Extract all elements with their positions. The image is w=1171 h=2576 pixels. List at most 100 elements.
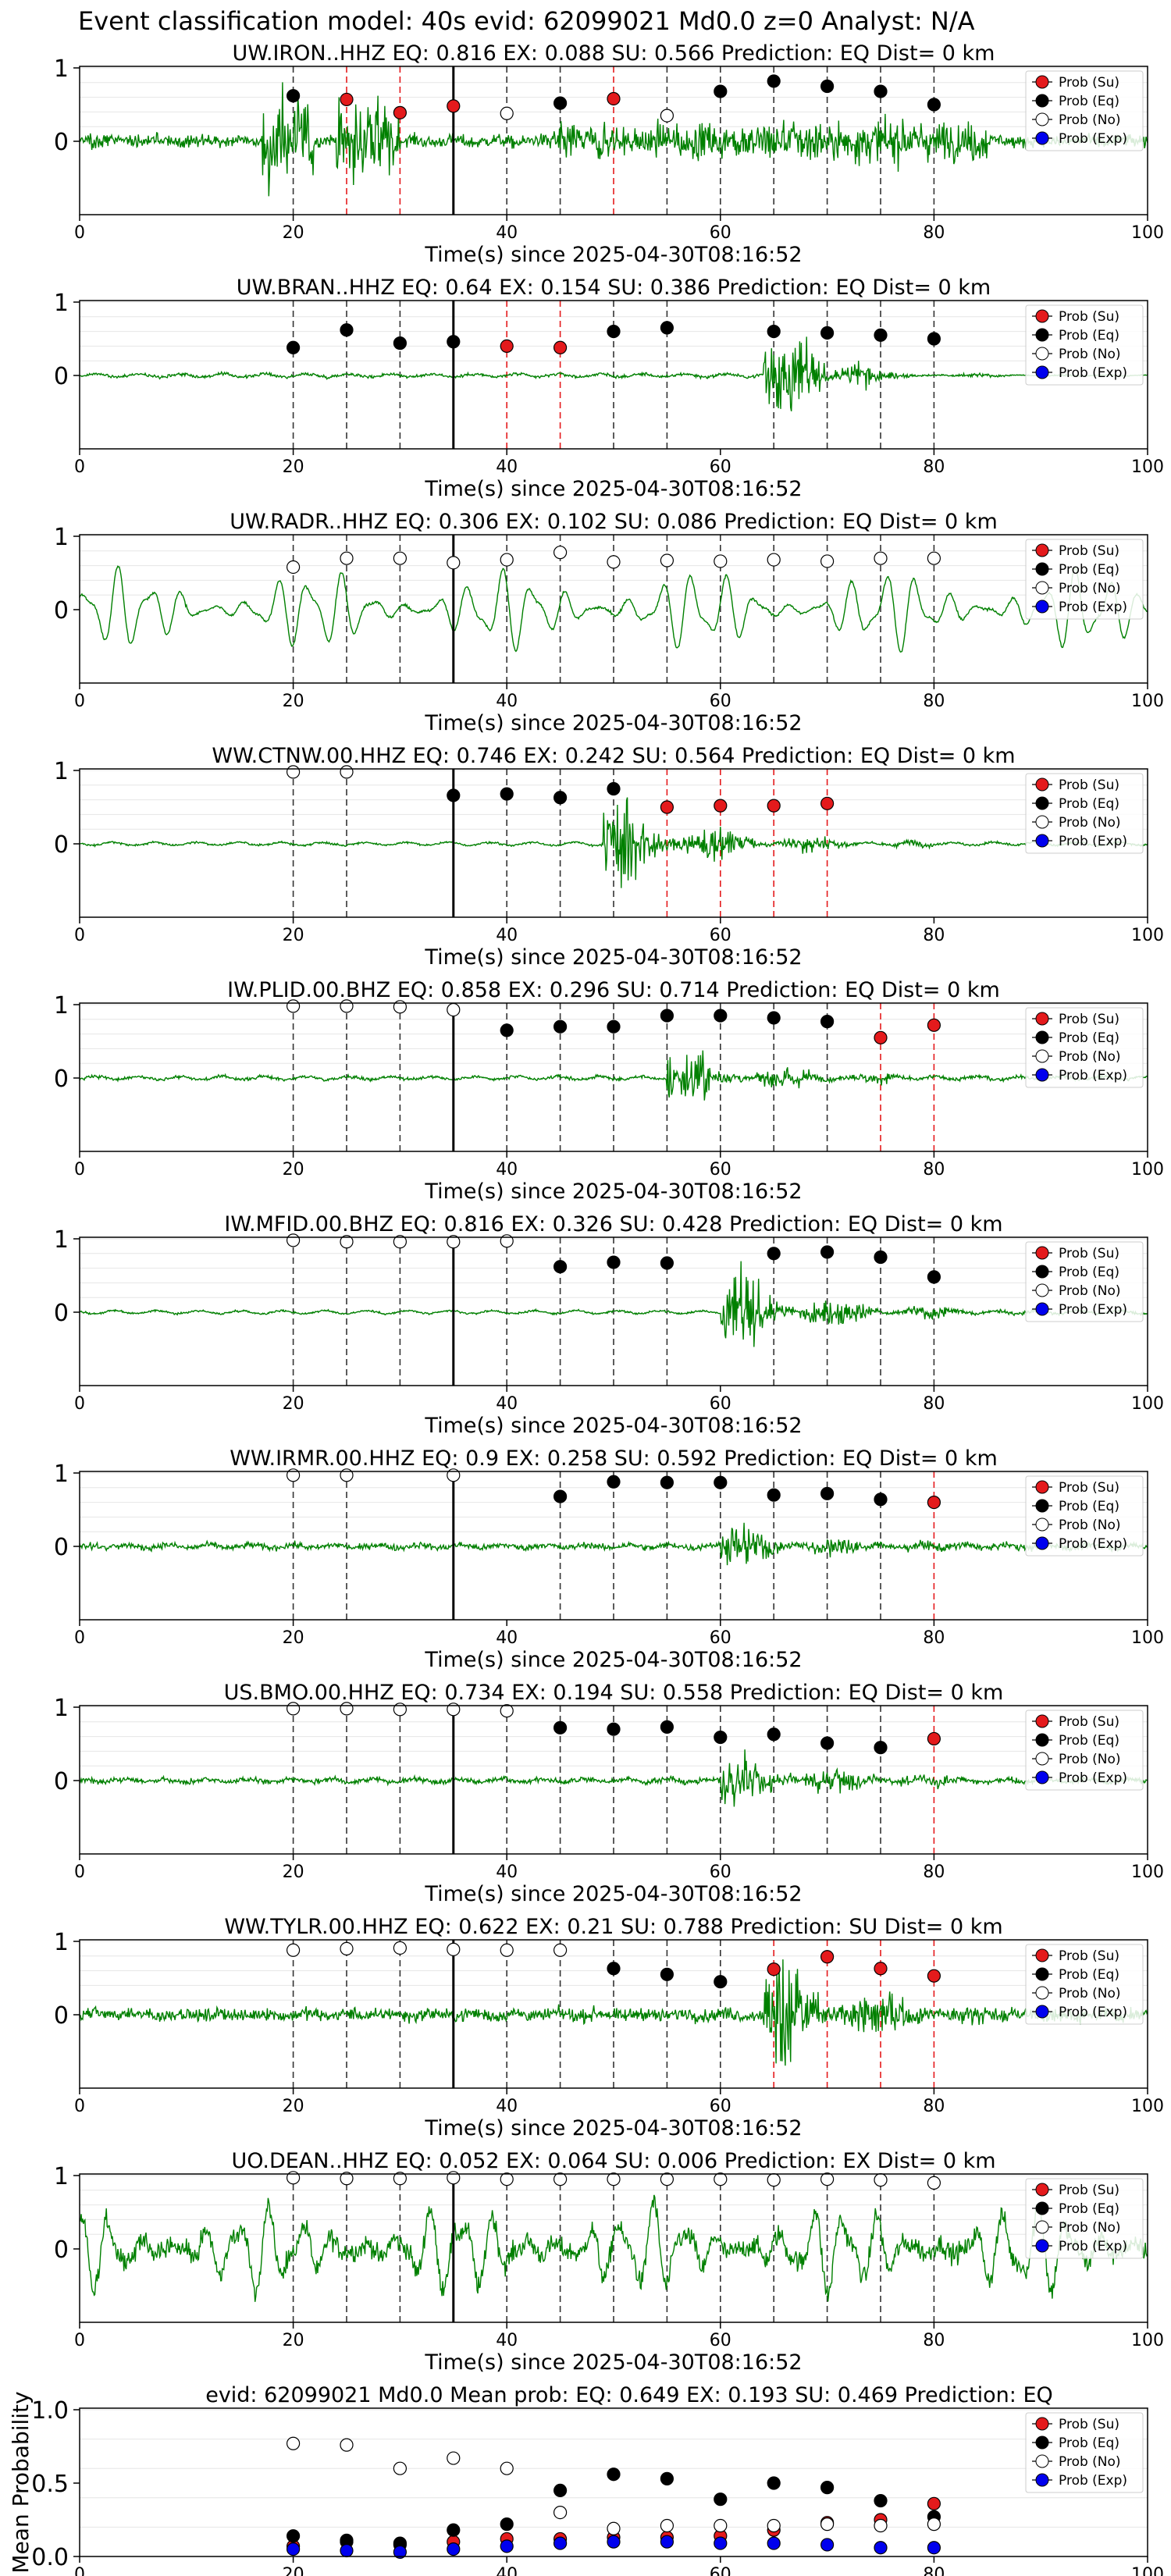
x-tick-label: 80 — [923, 1160, 945, 1179]
x-tick-label: 100 — [1131, 926, 1164, 945]
x-tick-label: 20 — [283, 1160, 304, 1179]
legend-label-exp: Prob (Exp) — [1059, 1068, 1127, 1083]
legend-marker-exp — [1035, 2239, 1049, 2253]
prob-marker-eq — [767, 1011, 781, 1025]
x-axis-label: Time(s) since 2025-04-30T08:16:52 — [424, 477, 802, 501]
prob-marker-eq — [660, 1967, 674, 1981]
axes-frame — [79, 66, 1148, 215]
prob-marker-eq — [820, 1245, 835, 1259]
prob-marker-eq — [820, 1015, 835, 1029]
legend-label-su: Prob (Su) — [1059, 309, 1119, 325]
mean-marker-no — [820, 2517, 835, 2532]
prob-marker-no — [393, 1235, 408, 1249]
legend-label-eq: Prob (Eq) — [1059, 2435, 1119, 2451]
axes-frame — [79, 2173, 1148, 2323]
prob-marker-no — [340, 1235, 354, 1249]
x-tick-label: 0 — [74, 1160, 85, 1179]
y-tick-label: 1 — [54, 1461, 69, 1488]
mean-marker-no — [447, 2451, 461, 2465]
x-axis-label: Time(s) since 2025-04-30T08:16:52 — [424, 1882, 802, 1906]
prob-marker-eq — [927, 332, 941, 346]
legend-marker-eq — [1035, 2435, 1049, 2450]
x-tick-label: 100 — [1131, 692, 1164, 711]
prob-marker-su — [927, 1969, 941, 1983]
legend-marker-su — [1035, 2183, 1049, 2197]
panel-uw-radr--hhz: UW.RADR..HHZ EQ: 0.306 EX: 0.102 SU: 0.0… — [54, 510, 1164, 735]
y-tick-label: 1 — [54, 55, 69, 83]
panel-ww-ctnw-00-hhz: WW.CTNW.00.HHZ EQ: 0.746 EX: 0.242 SU: 0… — [54, 744, 1164, 970]
prob-marker-no — [500, 1943, 514, 1957]
legend-label-su: Prob (Su) — [1059, 2183, 1119, 2198]
prob-marker-no — [500, 1234, 514, 1248]
x-tick-label: 80 — [923, 1863, 945, 1882]
x-tick-label: 0 — [74, 2097, 85, 2116]
y-tick-label: 1 — [54, 1929, 69, 1956]
mean-marker-eq — [607, 2467, 621, 2482]
x-tick-label: 0 — [74, 926, 85, 945]
x-axis-label: Time(s) since 2025-04-30T08:16:52 — [424, 2116, 802, 2140]
prob-marker-su — [500, 339, 514, 353]
x-tick-label: 100 — [1131, 2331, 1164, 2350]
x-axis-label: Time(s) since 2025-04-30T08:16:52 — [424, 711, 802, 735]
prob-marker-no — [927, 2176, 941, 2190]
legend-label-exp: Prob (Exp) — [1059, 2239, 1127, 2254]
mean-marker-eq — [553, 2483, 568, 2497]
prob-marker-su — [874, 1962, 888, 1976]
x-tick-label: 60 — [710, 2565, 731, 2576]
legend-label-su: Prob (Su) — [1059, 1480, 1119, 1496]
x-tick-label: 20 — [283, 1628, 304, 1648]
legend-label-no: Prob (No) — [1059, 581, 1121, 596]
prob-marker-no — [287, 1468, 301, 1482]
mean-marker-exp — [553, 2536, 568, 2550]
prob-marker-no — [607, 2172, 621, 2186]
prob-marker-eq — [660, 1720, 674, 1734]
legend-box — [1025, 1710, 1144, 1791]
x-tick-label: 20 — [283, 2331, 304, 2350]
prob-marker-su — [553, 340, 568, 354]
legend-label-eq: Prob (Eq) — [1059, 1499, 1119, 1514]
legend-label-exp: Prob (Exp) — [1059, 600, 1127, 615]
mean-marker-no — [660, 2518, 674, 2533]
mean-marker-exp — [287, 2542, 301, 2556]
panel-mean: evid: 62099021 Md0.0 Mean prob: EQ: 0.64… — [8, 2383, 1164, 2576]
prob-marker-eq — [447, 335, 461, 349]
legend-marker-no — [1035, 1517, 1049, 1532]
prob-marker-no — [447, 2171, 461, 2185]
legend-label-no: Prob (No) — [1059, 112, 1121, 128]
mean-marker-no — [874, 2518, 888, 2533]
legend-label-eq: Prob (Eq) — [1059, 1030, 1119, 1046]
legend-label-su: Prob (Su) — [1059, 1714, 1119, 1730]
mean-marker-exp — [393, 2545, 408, 2559]
prob-marker-no — [287, 765, 301, 779]
x-tick-label: 40 — [496, 1863, 518, 1882]
legend-marker-no — [1035, 815, 1049, 829]
legend-label-su: Prob (Su) — [1059, 1948, 1119, 1964]
x-tick-label: 100 — [1131, 1863, 1164, 1882]
panel-uw-iron--hhz: UW.IRON..HHZ EQ: 0.816 EX: 0.088 SU: 0.5… — [54, 41, 1164, 267]
prob-marker-su — [927, 1495, 941, 1510]
mean-marker-no — [393, 2461, 408, 2475]
x-tick-label: 80 — [923, 2565, 945, 2576]
legend-label-eq: Prob (Eq) — [1059, 1265, 1119, 1280]
prob-marker-eq — [607, 1475, 621, 1489]
prob-marker-eq — [874, 1250, 888, 1265]
mean-marker-eq — [500, 2517, 514, 2532]
y-tick-label: 1 — [54, 524, 69, 551]
prob-marker-su — [340, 92, 354, 107]
y-tick-label: 0 — [54, 363, 69, 390]
legend-label-no: Prob (No) — [1059, 1752, 1121, 1767]
legend-marker-su — [1035, 1714, 1049, 1728]
panel-uo-dean--hhz: UO.DEAN..HHZ EQ: 0.052 EX: 0.064 SU: 0.0… — [54, 2149, 1164, 2375]
prob-marker-eq — [820, 1736, 835, 1750]
prob-marker-su — [767, 1962, 781, 1976]
x-tick-label: 60 — [710, 926, 731, 945]
prob-marker-no — [500, 1704, 514, 1718]
x-tick-label: 20 — [283, 457, 304, 477]
prob-marker-no — [553, 1943, 568, 1957]
legend-label-eq: Prob (Eq) — [1059, 94, 1119, 109]
prob-marker-su — [927, 1731, 941, 1746]
legend-marker-su — [1035, 75, 1049, 89]
legend-label-no: Prob (No) — [1059, 347, 1121, 362]
y-tick-label: 1 — [54, 2163, 69, 2190]
